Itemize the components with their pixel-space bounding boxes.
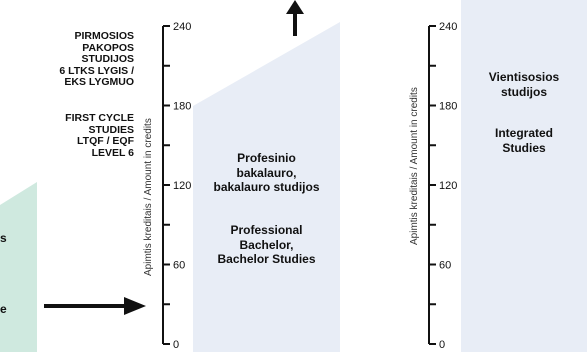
axis-right-label: Apimtis kreditais / Amount in credits xyxy=(409,87,420,245)
lt-line: PIRMOSIOS xyxy=(59,31,134,43)
clipped-letter: e xyxy=(0,302,7,316)
bachelor-en-line: Bachelor, xyxy=(193,238,340,253)
axis-left-tick-label: 180 xyxy=(173,101,191,113)
axis-left-tick-label: 0 xyxy=(173,339,179,351)
axis-right: 0 60 120 180 240 xyxy=(429,21,457,351)
axis-left-tick-label: 240 xyxy=(173,21,191,33)
en-line: FIRST CYCLE xyxy=(65,113,134,125)
en-line: LEVEL 6 xyxy=(65,148,134,160)
axis-right-tick-label: 180 xyxy=(439,101,457,113)
bachelor-lt-line: bakalauro studijos xyxy=(193,180,340,195)
axis-left: 0 60 120 180 240 xyxy=(163,21,191,351)
green-panel xyxy=(0,182,37,352)
bachelor-lt-line: Profesinio xyxy=(193,151,340,166)
axis-right-tick-label: 120 xyxy=(439,180,457,192)
lt-line: STUDIJOS xyxy=(59,54,134,66)
axis-left-tick-label: 120 xyxy=(173,180,191,192)
bachelor-text-en: Professional Bachelor, Bachelor Studies xyxy=(193,223,340,267)
integrated-text-lt: Vientisosios studijos xyxy=(461,70,587,99)
right-arrow-icon xyxy=(44,297,146,315)
bachelor-en-line: Professional xyxy=(193,223,340,238)
clipped-letter: s xyxy=(0,231,7,245)
bachelor-text-lt: Profesinio bakalauro, bakalauro studijos xyxy=(193,151,340,195)
bachelor-lt-line: bakalauro, xyxy=(193,166,340,181)
lt-line: EKS LYGMUO xyxy=(59,77,134,89)
axis-left-tick-label: 60 xyxy=(173,260,185,272)
integrated-lt-line: studijos xyxy=(461,85,587,100)
integrated-panel xyxy=(461,0,587,352)
axis-right-tick-label: 0 xyxy=(439,339,445,351)
bachelor-en-line: Bachelor Studies xyxy=(193,252,340,267)
axis-left-label: Apimtis kreditais / Amount in credits xyxy=(143,118,154,276)
integrated-lt-line: Vientisosios xyxy=(461,70,587,85)
first-cycle-en: FIRST CYCLE STUDIES LTQF / EQF LEVEL 6 xyxy=(65,113,134,159)
en-line: LTQF / EQF xyxy=(65,136,134,148)
first-cycle-lt: PIRMOSIOS PAKOPOS STUDIJOS 6 LTKS LYGIS … xyxy=(59,31,134,89)
axis-right-tick-label: 240 xyxy=(439,21,457,33)
integrated-en-line: Integrated xyxy=(461,126,587,141)
integrated-en-line: Studies xyxy=(461,141,587,156)
axis-right-tick-label: 60 xyxy=(439,260,451,272)
up-arrow-icon xyxy=(286,0,304,36)
integrated-text-en: Integrated Studies xyxy=(461,126,587,155)
